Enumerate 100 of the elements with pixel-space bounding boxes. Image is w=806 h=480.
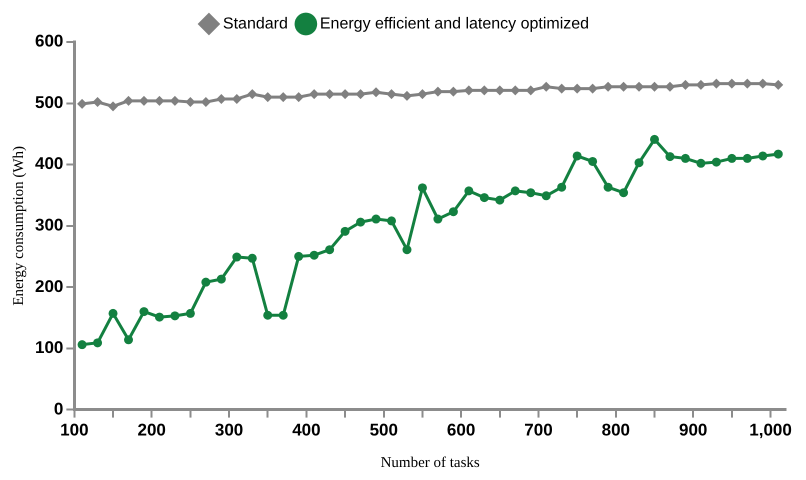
point: [310, 250, 319, 260]
x-tick-label: 200: [138, 420, 166, 440]
x-tick-label: 600: [446, 420, 476, 440]
point: [418, 183, 427, 192]
point: [526, 188, 536, 198]
point: [433, 214, 442, 224]
point: [696, 80, 706, 90]
point: [448, 207, 458, 216]
point: [556, 84, 567, 94]
y-tick-label: 600: [34, 32, 64, 51]
point: [572, 151, 582, 160]
point: [278, 92, 288, 102]
point: [603, 82, 614, 92]
point: [773, 80, 784, 90]
point: [124, 96, 134, 106]
point: [774, 150, 783, 159]
point: [604, 182, 613, 192]
x-tick-label: 400: [292, 420, 321, 440]
x-tick-label: 900: [678, 420, 708, 440]
point: [387, 216, 396, 226]
point: [92, 97, 103, 108]
x-axis-title: Number of tasks: [380, 454, 480, 471]
point: [294, 92, 304, 102]
point: [232, 94, 242, 104]
point: [186, 308, 195, 318]
point: [138, 96, 149, 106]
point: [108, 308, 118, 318]
point: [448, 86, 458, 97]
point: [324, 89, 335, 100]
point: [650, 82, 660, 92]
x-tick-label: 800: [602, 420, 630, 440]
point: [262, 92, 273, 102]
point: [248, 254, 257, 263]
point: [247, 89, 258, 100]
point: [325, 245, 334, 254]
point: [340, 226, 350, 236]
x-tick-label: 1,000: [749, 420, 792, 440]
point: [356, 218, 366, 227]
y-tick-label: 100: [34, 338, 64, 358]
point: [494, 85, 505, 96]
point: [216, 94, 226, 104]
point: [464, 186, 474, 196]
x-tick-label: 300: [214, 420, 244, 440]
x-tick-label: 500: [370, 420, 398, 440]
point: [618, 82, 629, 92]
point: [371, 87, 382, 98]
point: [402, 245, 412, 254]
y-tick-label: 0: [54, 399, 64, 418]
point: [742, 78, 752, 89]
point: [216, 274, 226, 284]
point: [557, 182, 566, 192]
point: [232, 252, 242, 262]
point: [77, 98, 88, 109]
point: [139, 307, 148, 316]
point: [170, 96, 180, 106]
point: [372, 214, 381, 224]
point: [432, 86, 443, 97]
point: [664, 82, 675, 92]
point: [278, 310, 288, 320]
point: [78, 340, 87, 350]
point: [727, 154, 736, 163]
point: [93, 338, 102, 348]
y-tick-label: 300: [34, 215, 64, 234]
point: [108, 101, 118, 112]
legend-label: Standard: [222, 15, 288, 32]
x-tick-label: 100: [60, 420, 89, 440]
point: [634, 82, 644, 92]
point: [619, 188, 628, 198]
point: [510, 186, 520, 196]
point: [417, 89, 428, 100]
point: [541, 82, 552, 92]
point: [526, 85, 536, 96]
point: [680, 154, 690, 163]
point: [479, 85, 490, 96]
point: [309, 89, 320, 100]
point: [185, 97, 196, 108]
y-tick-label: 400: [34, 154, 64, 174]
point: [696, 158, 706, 168]
point: [572, 84, 582, 94]
point: [480, 193, 489, 202]
point: [711, 78, 722, 89]
point: [510, 85, 520, 96]
point: [742, 154, 752, 163]
point: [726, 78, 737, 89]
point: [588, 84, 598, 94]
point: [588, 156, 598, 166]
point: [495, 196, 504, 205]
point: [124, 335, 134, 344]
point: [634, 158, 644, 168]
y-axis-title: Energy consumption (Wh): [10, 146, 27, 306]
point: [680, 80, 690, 90]
y-tick-label: 200: [34, 276, 64, 296]
x-tick-label: 700: [524, 420, 553, 440]
point: [542, 191, 551, 200]
point: [263, 310, 272, 320]
point: [154, 312, 164, 322]
point: [386, 89, 397, 100]
point: [650, 134, 659, 144]
point: [712, 158, 721, 167]
point: [294, 252, 304, 261]
